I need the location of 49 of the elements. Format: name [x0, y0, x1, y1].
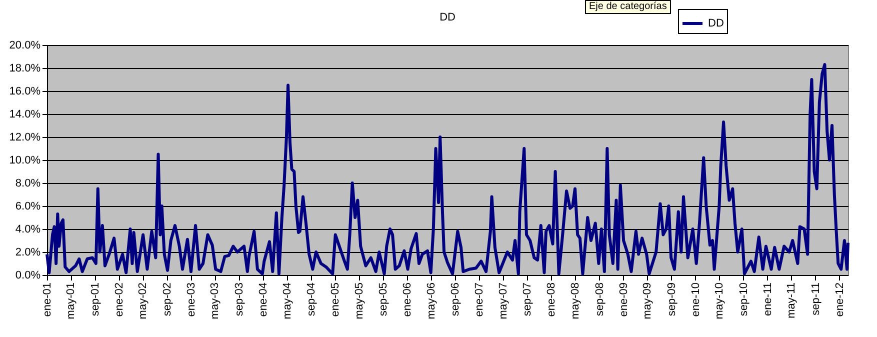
x-tick-label: may-02: [137, 282, 150, 320]
x-tick-label: sep-10: [738, 282, 750, 316]
x-tick-label: may-01: [65, 282, 78, 320]
legend-label: DD: [708, 18, 724, 30]
text: Eje de categorías: [585, 0, 671, 14]
y-tick-label: 16.0%: [9, 86, 41, 98]
x-tick-label: ene-10: [690, 282, 702, 317]
x-tick-label: sep-04: [306, 282, 318, 316]
x-tick-label: sep-05: [378, 282, 390, 316]
x-tick-label: ene-12: [834, 282, 846, 317]
x-tick-label: sep-02: [161, 282, 174, 316]
x-tick-label: ene-11: [762, 282, 774, 316]
y-tick-label: 12.0%: [9, 132, 41, 144]
x-tick-label: may-09: [642, 282, 654, 320]
x-tick-label: may-11: [785, 282, 798, 318]
y-tick-label: 18.0%: [9, 62, 41, 74]
y-tick-label: 6.0%: [15, 200, 41, 212]
y-tick-label: 14.0%: [9, 108, 41, 120]
chart-title: DD: [440, 12, 456, 24]
x-tick-label: ene-06: [402, 282, 414, 317]
y-tick-label: 20.0%: [9, 40, 41, 52]
x-tick-label: may-03: [209, 282, 222, 320]
x-tick-label: sep-08: [594, 282, 606, 316]
x-tick-label: ene-02: [113, 282, 126, 317]
x-tick-label: ene-07: [474, 282, 486, 317]
x-tick-label: ene-01: [42, 282, 54, 317]
line-series: [46, 63, 850, 276]
x-tick-label: sep-07: [522, 282, 534, 316]
x-tick-label: may-10: [714, 282, 726, 320]
x-tick-label: sep-03: [233, 282, 246, 316]
x-tick-label: may-06: [425, 282, 438, 320]
x-tick-label: ene-03: [185, 282, 198, 317]
x-tick-label: sep-09: [666, 282, 678, 316]
x-tick-label: may-07: [497, 282, 510, 320]
x-tick-label: may-05: [353, 282, 366, 320]
x-tick-label: may-04: [281, 282, 294, 320]
y-tick-label: 0.0%: [15, 270, 41, 282]
x-tick-label: ene-09: [618, 282, 630, 317]
x-tick-label: ene-08: [546, 282, 558, 317]
x-tick-label: sep-01: [89, 282, 102, 316]
y-tick-label: 4.0%: [15, 224, 41, 236]
y-tick-label: 10.0%: [9, 154, 41, 166]
y-tick-label: 8.0%: [15, 178, 41, 190]
x-tick-label: may-08: [570, 282, 582, 320]
x-tick-label: sep-11: [810, 282, 822, 316]
x-tick-label: ene-04: [257, 282, 270, 317]
x-tick-label: ene-05: [330, 282, 342, 317]
y-tick-label: 2.0%: [15, 246, 41, 258]
x-tick-label: sep-06: [450, 282, 462, 316]
